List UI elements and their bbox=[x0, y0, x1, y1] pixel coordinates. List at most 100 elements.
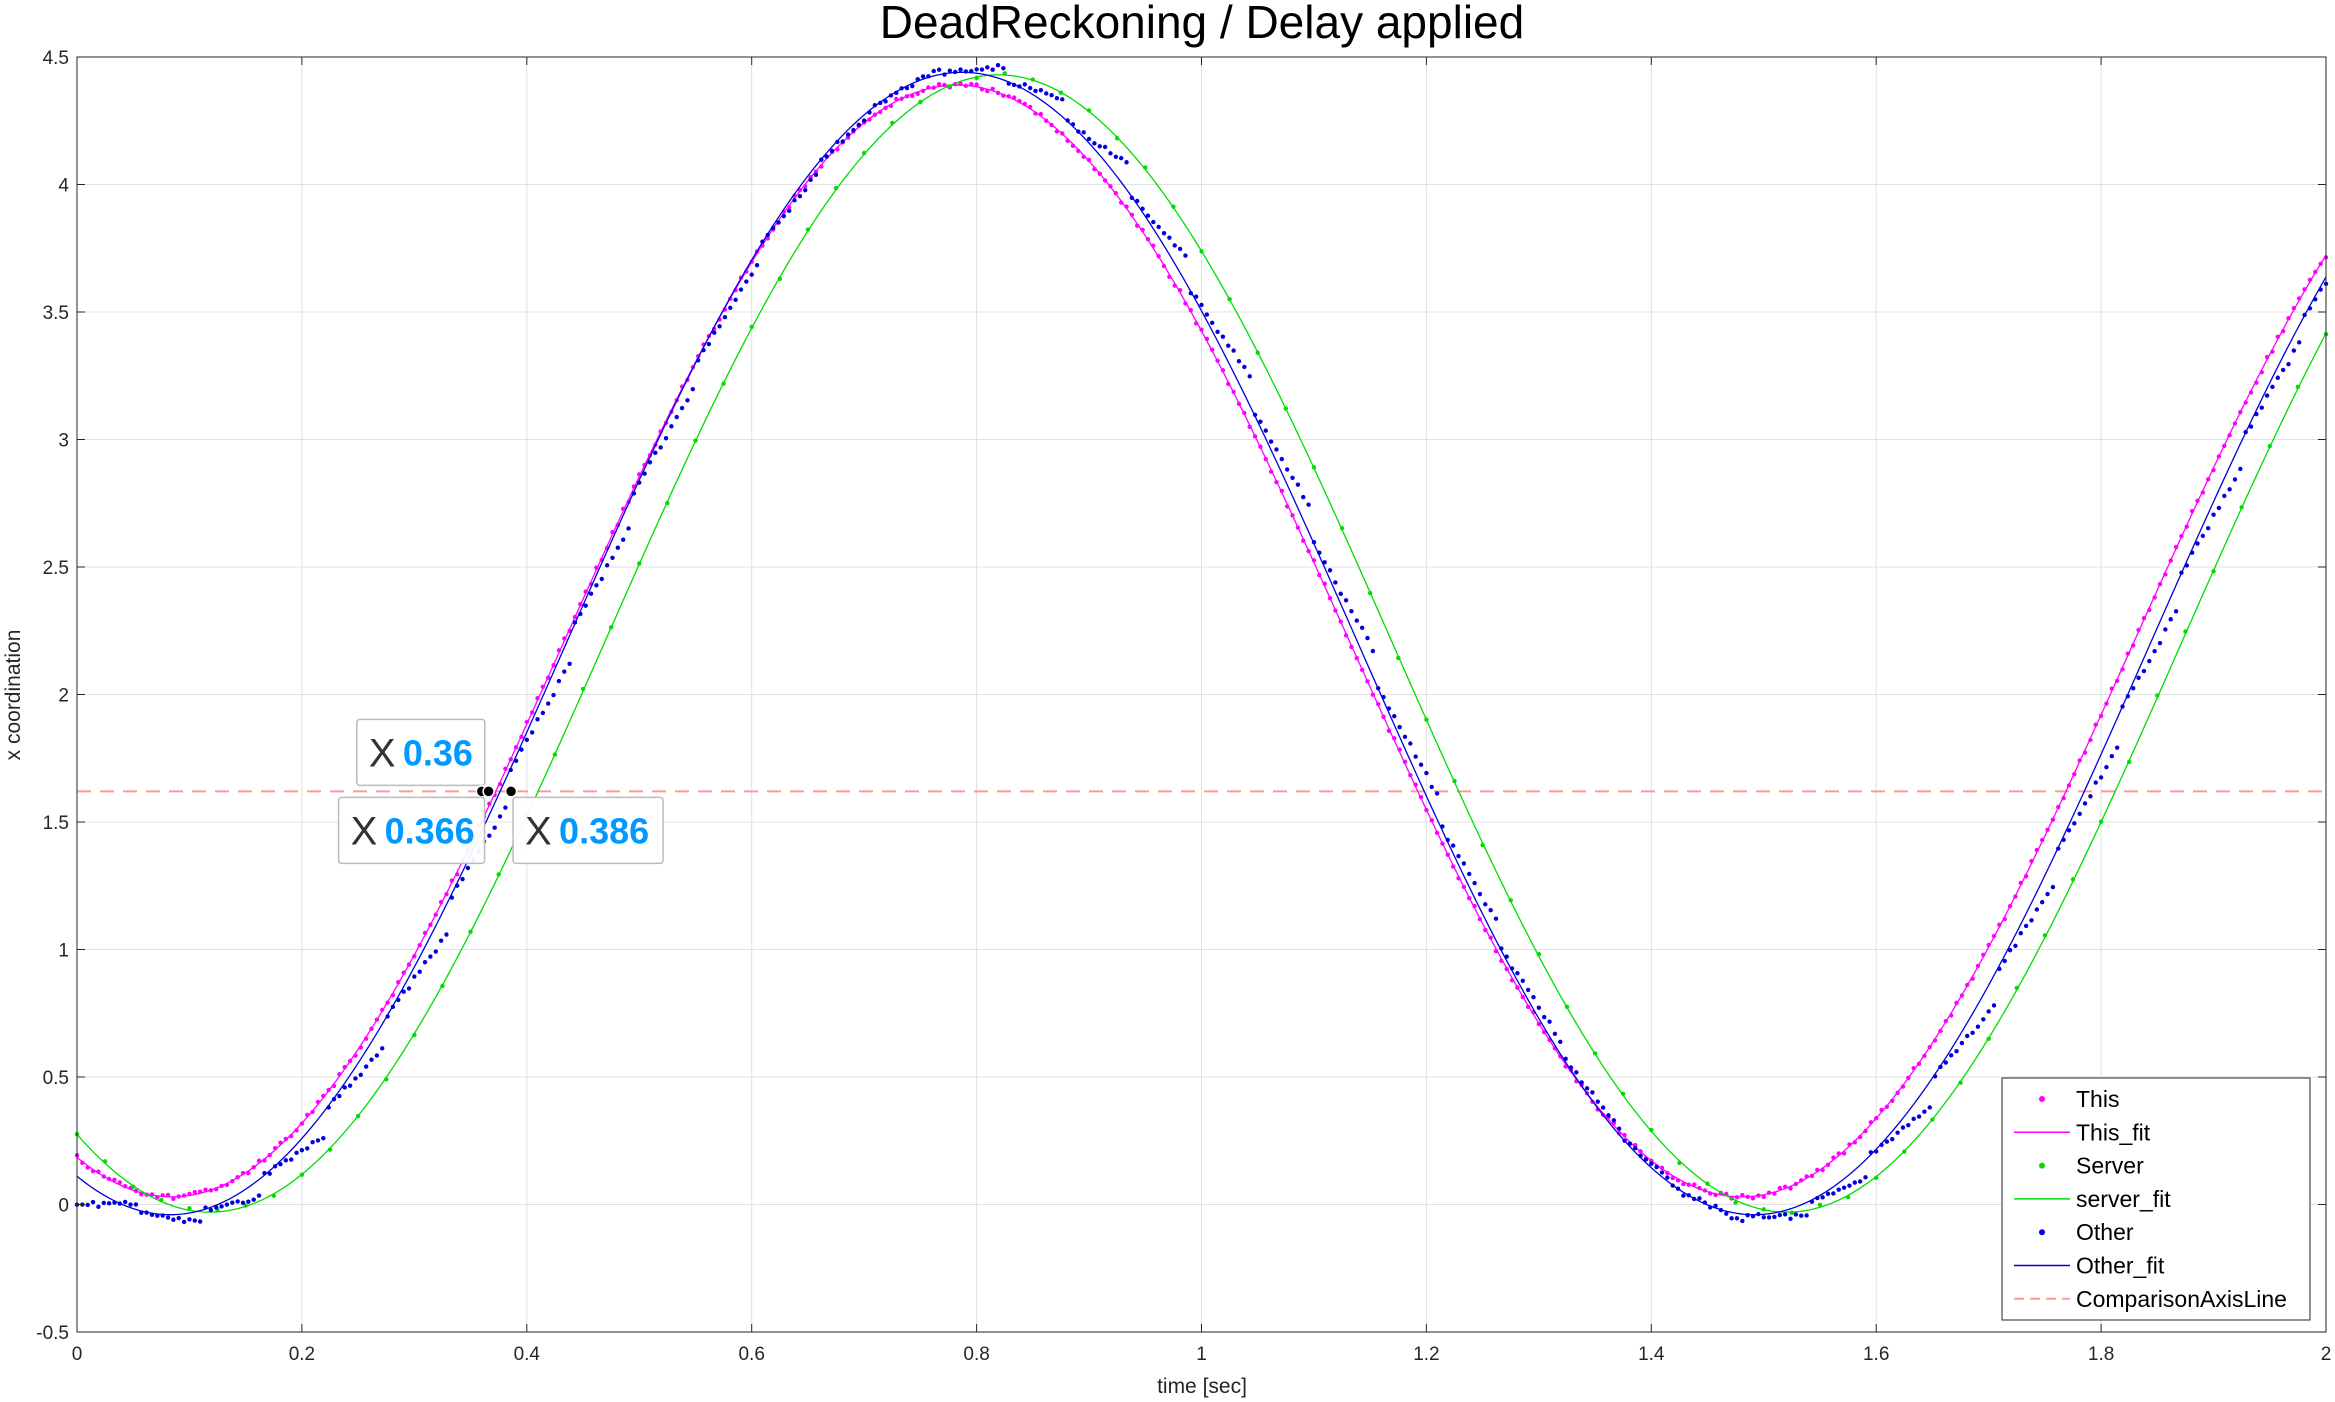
data-point bbox=[1521, 979, 1525, 983]
legend-label: server_fit bbox=[2076, 1186, 2171, 1212]
data-point bbox=[841, 139, 845, 143]
data-point bbox=[851, 128, 855, 132]
legend-label: ComparisonAxisLine bbox=[2076, 1286, 2287, 1312]
x-axis-label: time [sec] bbox=[1157, 1375, 1247, 1398]
datatip-label: X bbox=[369, 731, 396, 775]
data-point bbox=[1820, 1195, 1824, 1199]
data-point bbox=[1954, 1049, 1958, 1053]
data-point bbox=[1339, 592, 1343, 596]
data-point bbox=[1553, 1032, 1557, 1036]
data-point bbox=[1654, 1165, 1658, 1169]
data-point bbox=[1488, 908, 1492, 912]
data-point bbox=[1831, 1191, 1835, 1195]
data-point bbox=[600, 577, 604, 581]
data-point bbox=[310, 1140, 314, 1144]
data-point bbox=[1547, 1019, 1551, 1023]
data-point bbox=[257, 1193, 261, 1197]
data-point bbox=[937, 68, 941, 72]
data-point bbox=[1049, 93, 1053, 97]
data-point bbox=[353, 1076, 357, 1080]
data-point bbox=[1767, 1215, 1771, 1219]
data-point bbox=[1612, 1118, 1616, 1122]
data-point bbox=[2238, 467, 2242, 471]
data-point bbox=[2286, 362, 2290, 366]
data-point bbox=[107, 1201, 111, 1205]
data-point bbox=[846, 132, 850, 136]
data-point bbox=[2024, 924, 2028, 928]
data-point bbox=[669, 424, 673, 428]
data-point bbox=[744, 279, 748, 283]
data-point bbox=[1328, 568, 1332, 572]
data-point bbox=[1917, 1114, 1921, 1118]
data-point bbox=[1986, 1009, 1990, 1013]
x-tick-label: 0.2 bbox=[289, 1344, 315, 1365]
data-point bbox=[1976, 1024, 1980, 1028]
x-tick-label: 1.8 bbox=[2088, 1344, 2114, 1365]
data-point bbox=[225, 1202, 229, 1206]
datatip-value: 0.386 bbox=[559, 810, 649, 851]
data-point bbox=[562, 669, 566, 673]
data-point bbox=[412, 974, 416, 978]
data-point bbox=[862, 118, 866, 122]
data-point bbox=[958, 67, 962, 71]
data-point bbox=[2094, 780, 2098, 784]
data-point bbox=[2227, 487, 2231, 491]
data-point bbox=[193, 1218, 197, 1222]
data-point bbox=[492, 826, 496, 830]
data-point bbox=[1494, 916, 1498, 920]
data-point bbox=[1033, 89, 1037, 93]
data-point bbox=[1681, 1193, 1685, 1197]
data-point bbox=[219, 1204, 223, 1208]
data-point bbox=[1114, 155, 1118, 159]
data-point bbox=[798, 194, 802, 198]
data-point bbox=[2115, 745, 2119, 749]
data-point bbox=[1178, 247, 1182, 251]
data-point bbox=[782, 214, 786, 218]
data-point bbox=[182, 1220, 186, 1224]
data-point bbox=[1649, 1162, 1653, 1166]
y-tick-label: 4.5 bbox=[43, 48, 69, 69]
data-point bbox=[616, 546, 620, 550]
data-point bbox=[2104, 765, 2108, 769]
data-point bbox=[359, 1073, 363, 1077]
legend-label: This bbox=[2076, 1086, 2119, 1112]
data-point bbox=[1092, 141, 1096, 145]
data-point bbox=[1901, 1125, 1905, 1129]
data-point bbox=[1237, 359, 1241, 363]
data-point bbox=[1403, 735, 1407, 739]
data-point bbox=[787, 209, 791, 213]
data-point bbox=[444, 932, 448, 936]
data-point bbox=[2217, 506, 2221, 510]
data-point bbox=[707, 342, 711, 346]
data-point bbox=[1537, 1005, 1541, 1009]
data-point bbox=[364, 1064, 368, 1068]
data-point bbox=[198, 1219, 202, 1223]
data-point bbox=[1419, 762, 1423, 766]
data-point bbox=[1435, 791, 1439, 795]
x-tick-label: 2 bbox=[2321, 1344, 2332, 1365]
data-point bbox=[1044, 91, 1048, 95]
data-point bbox=[535, 717, 539, 721]
data-point bbox=[1762, 1215, 1766, 1219]
data-point bbox=[1355, 618, 1359, 622]
data-point bbox=[1526, 988, 1530, 992]
data-point bbox=[733, 298, 737, 302]
data-point bbox=[1360, 626, 1364, 630]
data-point bbox=[1371, 649, 1375, 653]
legend: ThisThis_fitServerserver_fitOtherOther_f… bbox=[2002, 1078, 2310, 1320]
legend-label: Other bbox=[2076, 1219, 2134, 1245]
data-point bbox=[1269, 439, 1273, 443]
data-point bbox=[1965, 1034, 1969, 1038]
data-point bbox=[1890, 1137, 1894, 1141]
data-point bbox=[546, 701, 550, 705]
data-point bbox=[551, 693, 555, 697]
y-tick-label: 0.5 bbox=[43, 1068, 69, 1089]
data-point bbox=[567, 662, 571, 666]
data-point bbox=[1826, 1192, 1830, 1196]
data-point bbox=[717, 324, 721, 328]
data-point bbox=[1462, 861, 1466, 865]
data-point bbox=[1221, 334, 1225, 338]
data-point bbox=[1242, 365, 1246, 369]
data-point bbox=[487, 833, 491, 837]
data-point bbox=[321, 1136, 325, 1140]
